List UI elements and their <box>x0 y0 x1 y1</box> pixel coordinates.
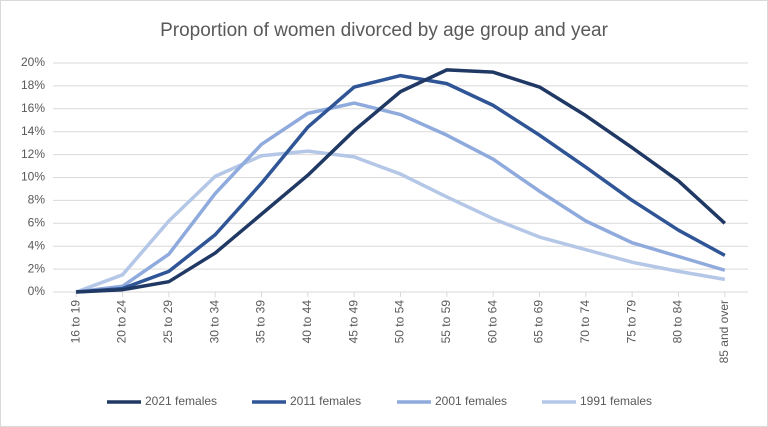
legend-label: 2001 females <box>435 394 507 408</box>
y-tick-label: 8% <box>28 193 46 207</box>
y-tick-label: 2% <box>28 261 46 275</box>
y-tick-label: 6% <box>28 215 46 229</box>
legend-label: 2011 females <box>290 394 361 408</box>
x-tick-label: 30 to 34 <box>207 300 221 344</box>
x-tick-label: 60 to 64 <box>485 300 499 344</box>
series-line <box>75 101 726 294</box>
x-tick-label: 80 to 84 <box>671 300 685 344</box>
x-tick-label: 70 to 74 <box>578 300 592 344</box>
chart-title: Proportion of women divorced by age grou… <box>160 20 608 41</box>
y-tick-label: 16% <box>21 101 45 115</box>
series-line <box>76 68 727 294</box>
series-line <box>75 149 726 294</box>
legend-label: 1991 females <box>580 394 652 408</box>
y-tick-label: 20% <box>21 55 45 69</box>
x-tick-label: 20 to 24 <box>115 300 129 344</box>
x-tick-label: 25 to 29 <box>161 300 175 344</box>
x-tick-label: 40 to 44 <box>300 300 314 344</box>
y-tick-label: 10% <box>21 170 45 184</box>
y-tick-label: 12% <box>21 147 45 161</box>
x-tick-label: 65 to 69 <box>532 300 546 344</box>
x-tick-label: 16 to 19 <box>68 300 82 344</box>
y-tick-label: 0% <box>28 284 46 298</box>
legend-label: 2021 females <box>145 394 217 408</box>
x-tick-label: 75 to 79 <box>624 300 638 344</box>
y-tick-label: 4% <box>28 238 46 252</box>
series-line <box>76 73 726 294</box>
x-tick-label: 55 to 59 <box>439 300 453 344</box>
x-tick-label: 85 and over <box>717 300 731 363</box>
y-tick-label: 14% <box>21 124 45 138</box>
x-tick-label: 35 to 39 <box>254 300 268 344</box>
x-tick-label: 45 to 49 <box>346 300 360 344</box>
y-tick-label: 18% <box>21 78 45 92</box>
x-tick-label: 50 to 54 <box>393 300 407 344</box>
